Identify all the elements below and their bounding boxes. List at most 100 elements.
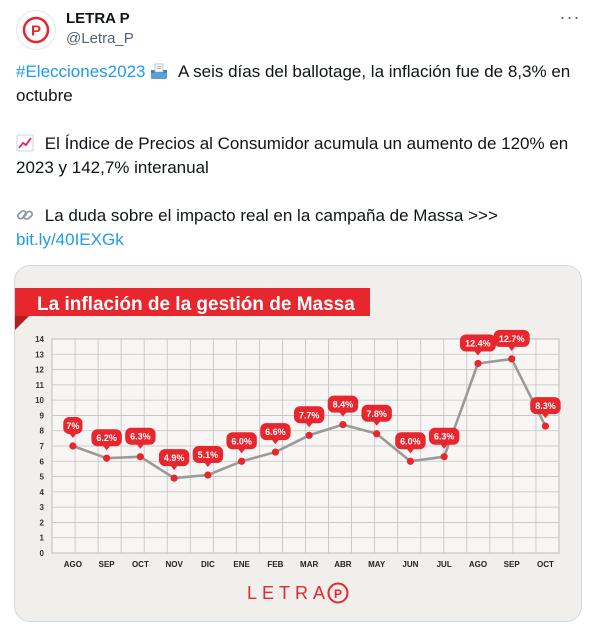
letra-p-logo-icon: P — [22, 16, 50, 44]
data-label-pointer — [541, 413, 550, 419]
data-label-bubble — [260, 423, 291, 441]
data-label-pointer — [136, 443, 145, 449]
chart-title-fold — [15, 316, 29, 330]
ballot-box-icon — [151, 63, 168, 79]
data-label: 12.4% — [465, 338, 491, 348]
inflation-chart: La inflación de la gestión de Massa 0123… — [15, 266, 581, 621]
data-label: 6.3% — [434, 432, 455, 442]
x-tick-label: SEP — [504, 560, 521, 569]
data-label-pointer — [102, 445, 111, 451]
data-point — [373, 430, 381, 438]
y-tick-label: 1 — [40, 534, 45, 543]
x-tick-label: OCT — [537, 560, 554, 569]
data-point — [103, 454, 111, 462]
data-label: 6.3% — [130, 432, 151, 442]
data-label: 6.0% — [400, 436, 421, 446]
data-label-pointer — [237, 448, 246, 454]
brand-wordmark: LETRA — [247, 583, 330, 603]
data-point — [271, 448, 280, 456]
data-label-bubble — [226, 432, 257, 450]
y-tick-label: 14 — [35, 335, 44, 344]
data-label: 6.0% — [231, 436, 252, 446]
svg-text:P: P — [31, 23, 41, 40]
data-point — [69, 442, 77, 450]
y-tick-label: 12 — [35, 366, 44, 375]
data-label-pointer — [170, 465, 179, 471]
x-tick-label: JUN — [402, 560, 418, 569]
data-label-pointer — [203, 462, 212, 468]
x-tick-label: JUL — [437, 560, 452, 569]
y-tick-label: 2 — [40, 518, 45, 527]
y-tick-label: 10 — [35, 396, 44, 405]
x-tick-label: ENE — [233, 560, 250, 569]
avatar[interactable]: P — [16, 10, 56, 50]
data-label: 5.1% — [198, 450, 219, 460]
data-point — [136, 453, 144, 461]
data-label-pointer — [406, 448, 415, 454]
chart-title-banner — [15, 288, 370, 316]
data-label-bubble — [91, 429, 122, 447]
data-label-pointer — [507, 345, 516, 351]
y-tick-label: 4 — [40, 488, 45, 497]
data-label-pointer — [305, 422, 314, 428]
brand-logo-icon — [327, 582, 349, 604]
tweet-line-2-text: El Índice de Precios al Consumidor acumu… — [16, 134, 569, 177]
tweet-line-3: La duda sobre el impacto real en la camp… — [16, 204, 582, 252]
x-tick-label: MAY — [368, 560, 386, 569]
hashtag-link[interactable]: #Elecciones2023 — [16, 62, 146, 81]
data-label: 6.2% — [96, 433, 117, 443]
data-label-pointer — [68, 433, 77, 438]
data-label-pointer — [338, 411, 347, 417]
data-label: 4.9% — [164, 453, 185, 463]
x-tick-label: DIC — [201, 560, 215, 569]
y-tick-label: 13 — [35, 350, 44, 359]
data-label: 8.3% — [535, 401, 556, 411]
x-tick-label: AGO — [64, 560, 82, 569]
data-label-bubble — [459, 334, 496, 352]
data-label-bubble — [361, 404, 392, 422]
data-point — [508, 355, 516, 363]
data-point — [204, 471, 212, 479]
data-label-pointer — [372, 420, 381, 426]
x-tick-label: FEB — [267, 560, 283, 569]
y-tick-label: 11 — [36, 381, 45, 390]
data-label-bubble — [493, 329, 530, 347]
data-label-bubble — [327, 395, 359, 413]
data-label-bubble — [192, 446, 224, 464]
y-tick-label: 0 — [40, 549, 45, 558]
account-handle[interactable]: @Letra_P — [66, 30, 134, 47]
y-tick-label: 3 — [40, 503, 45, 512]
data-label-bubble — [428, 427, 460, 445]
data-point — [440, 453, 448, 461]
tweet-line-3-text: La duda sobre el impacto real en la camp… — [44, 206, 498, 225]
data-point — [238, 457, 246, 465]
data-label-bubble — [293, 406, 325, 424]
link-icon — [17, 209, 33, 221]
account-name[interactable]: LETRA P — [66, 10, 130, 27]
data-label-pointer — [473, 350, 482, 356]
tweet-line-1: #Elecciones2023 A seis días del ballotag… — [16, 60, 582, 108]
data-point — [305, 431, 313, 439]
tweet-line-1-text: A seis días del ballotage, la inflación … — [16, 62, 571, 105]
data-label-bubble — [125, 427, 156, 445]
tweet-text: #Elecciones2023 A seis días del ballotag… — [16, 60, 582, 252]
data-label: 7.7% — [299, 410, 320, 420]
tweet-line-2: El Índice de Precios al Consumidor acumu… — [16, 132, 582, 180]
data-label-pointer — [440, 443, 449, 449]
x-tick-label: OCT — [132, 560, 149, 569]
data-label: 7% — [66, 421, 79, 431]
data-point — [406, 457, 415, 465]
data-label-bubble — [395, 432, 426, 450]
y-tick-label: 7 — [40, 442, 45, 451]
data-point — [541, 422, 550, 430]
chart-increasing-icon — [16, 134, 34, 152]
more-options-button[interactable]: ··· — [559, 7, 581, 27]
x-tick-label: NOV — [165, 560, 183, 569]
data-label: 8.4% — [333, 400, 354, 410]
data-label: 7.8% — [366, 409, 387, 419]
chart-title: La inflación de la gestión de Massa — [37, 294, 355, 315]
article-link[interactable]: bit.ly/40IEXGk — [16, 230, 124, 249]
